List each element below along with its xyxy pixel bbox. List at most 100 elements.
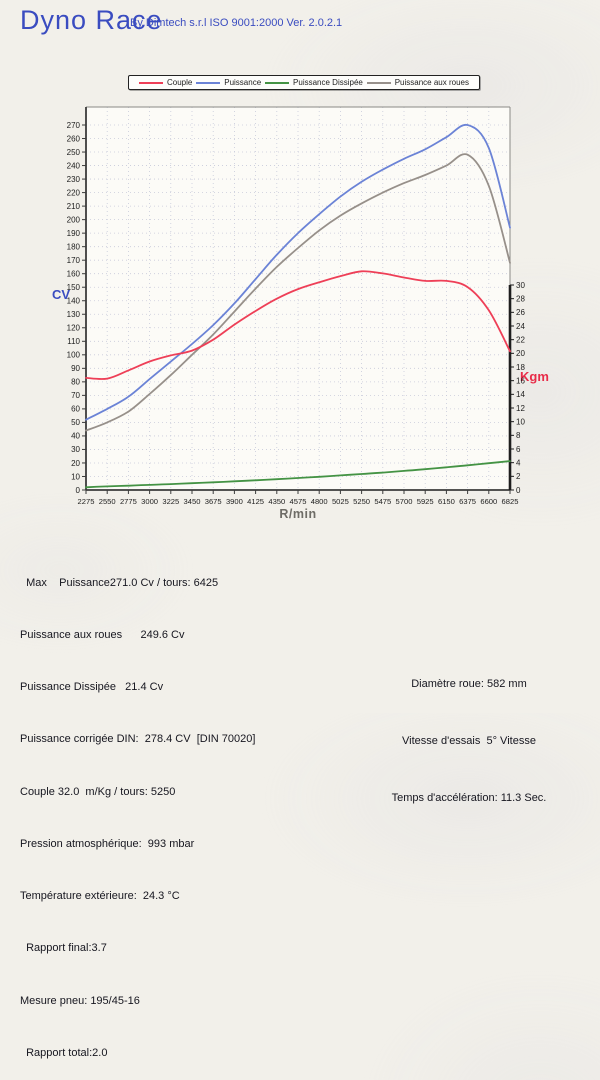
axis-tick-label: 3225 xyxy=(162,497,179,506)
axis-tick-label: 170 xyxy=(67,256,81,265)
axis-tick-label: 270 xyxy=(67,121,81,130)
legend-label: Puissance aux roues xyxy=(394,78,469,87)
axis-tick-label: 150 xyxy=(67,283,81,292)
puissance-aux-roues-curve xyxy=(85,153,511,432)
axis-tick-label: 220 xyxy=(67,188,81,197)
dyno-chart: 0102030405060708090100110120130140150160… xyxy=(67,106,525,506)
axis-tick-label: 140 xyxy=(67,297,81,306)
axis-tick-label: 260 xyxy=(67,134,81,143)
stat-mesure-pneu: Mesure pneu: 195/45-16 xyxy=(20,994,140,1007)
stat-pression: Pression atmosphérique: 993 mbar xyxy=(20,837,195,850)
axis-tick-label: 40 xyxy=(71,432,80,441)
axis-tick-label: 120 xyxy=(67,324,81,333)
stat-rapport-final: Rapport final:3.7 xyxy=(20,942,107,955)
app-title: Dyno Race xyxy=(20,5,163,35)
axis-tick-label: 14 xyxy=(516,390,525,399)
axis-tick-label: 0 xyxy=(516,486,521,495)
stat-max-puissance: Max Puissance271.0 Cv / tours: 6425 xyxy=(20,576,219,589)
puissance-dissipee-curve xyxy=(85,460,511,489)
axis-tick-label: 6150 xyxy=(438,497,455,506)
axis-tick-label: 190 xyxy=(67,229,81,238)
axis-tick-label: 100 xyxy=(67,351,81,360)
stat-temps-acceleration: Temps d'accélération: 11.3 Sec. xyxy=(391,792,547,804)
axis-tick-label: 2275 xyxy=(78,497,95,506)
axis-tick-label: 16 xyxy=(516,376,525,385)
axis-tick-label: 20 xyxy=(516,349,525,358)
stat-couple: Couple 32.0 m/Kg / tours: 5250 xyxy=(20,785,176,798)
axis-tick-label: 5700 xyxy=(396,497,413,506)
axis-tick-label: 5250 xyxy=(353,497,370,506)
axis-tick-label: 200 xyxy=(67,215,81,224)
puissance-curve xyxy=(85,123,511,421)
axis-tick-label: 60 xyxy=(71,405,80,414)
axis-tick-label: 26 xyxy=(516,308,525,317)
legend-item-puissance: Puissance xyxy=(196,78,261,87)
axis-tick-label: 210 xyxy=(67,202,81,211)
axis-tick-label: 2 xyxy=(516,472,521,481)
legend-label: Puissance Dissipée xyxy=(293,78,363,87)
axis-tick-label: 5475 xyxy=(374,497,391,506)
stat-diametre-roue: Diamètre roue: 582 mm xyxy=(411,678,527,690)
axis-tick-label: 4 xyxy=(516,458,521,467)
axis-tick-label: 3900 xyxy=(226,497,243,506)
axis-tick-label: 4350 xyxy=(268,497,285,506)
axis-tick-label: 12 xyxy=(516,404,525,413)
couple-curve xyxy=(85,270,511,380)
stat-puissance-dissipee: Puissance Dissipée 21.4 Cv xyxy=(20,681,164,694)
axis-tick-label: 3000 xyxy=(141,497,158,506)
axis-tick-label: 2550 xyxy=(99,497,116,506)
puissance-aux-roues-line-swatch xyxy=(366,81,391,84)
axis-tick-label: 4125 xyxy=(247,497,264,506)
legend-item-puissance-dissipee: Puissance Dissipée xyxy=(265,78,363,87)
axis-tick-label: 6825 xyxy=(502,497,519,506)
stat-puissance-aux-roues: Puissance aux roues 249.6 Cv xyxy=(20,629,185,642)
axis-tick-label: 30 xyxy=(71,445,80,454)
couple-line-swatch xyxy=(139,81,163,84)
axis-tick-label: 30 xyxy=(516,281,525,290)
axis-tick-label: 3675 xyxy=(205,497,222,506)
legend-label: Couple xyxy=(167,78,193,87)
axis-tick-label: 50 xyxy=(71,418,80,427)
axis-tick-label: 5925 xyxy=(417,497,434,506)
stats-left-column: Max Puissance271.0 Cv / tours: 6425 Puis… xyxy=(20,540,255,1080)
axis-tick-label: 80 xyxy=(71,378,80,387)
axis-tick-label: 6 xyxy=(516,445,521,454)
axis-tick-label: 18 xyxy=(516,363,525,372)
axis-tick-label: 8 xyxy=(516,431,521,440)
puissance-line-swatch xyxy=(196,81,221,84)
axis-tick-label: 160 xyxy=(67,270,81,279)
axis-tick-label: 6600 xyxy=(480,497,497,506)
plot-area xyxy=(86,107,510,490)
x-axis-title: R/min xyxy=(279,507,317,521)
axis-tick-label: 130 xyxy=(67,310,81,319)
stat-puissance-corrigee: Puissance corrigée DIN: 278.4 CV [DIN 70… xyxy=(20,733,256,746)
axis-tick-label: 90 xyxy=(71,364,80,373)
axis-tick-label: 5025 xyxy=(332,497,349,506)
puissance-dissipee-line-swatch xyxy=(265,81,290,84)
chart-legend: Couple Puissance Puissance Dissipée Puis… xyxy=(128,75,480,90)
right-axis-title: Kgm xyxy=(520,369,549,384)
axis-tick-label: 28 xyxy=(516,294,525,303)
axis-tick-label: 180 xyxy=(67,242,81,251)
axis-tick-label: 250 xyxy=(67,148,81,157)
app-subtitle: By Dimtech s.r.l ISO 9001:2000 Ver. 2.0.… xyxy=(130,17,343,29)
stat-rapport-total: Rapport total:2.0 xyxy=(20,1046,108,1059)
axis-tick-label: 20 xyxy=(71,459,80,468)
axis-tick-label: 22 xyxy=(516,335,525,344)
axis-tick-label: 110 xyxy=(67,337,80,346)
axis-tick-label: 6375 xyxy=(459,497,476,506)
legend-label: Puissance xyxy=(224,78,262,87)
stat-temperature: Température extérieure: 24.3 °C xyxy=(20,890,180,903)
legend-item-puissance-aux-roues: Puissance aux roues xyxy=(366,78,469,87)
left-axis-title: CV xyxy=(52,287,71,302)
axis-tick-label: 240 xyxy=(67,161,81,170)
axis-tick-label: 230 xyxy=(67,175,81,184)
axis-tick-label: 4575 xyxy=(290,497,307,506)
legend-item-couple: Couple xyxy=(139,78,192,87)
axis-tick-label: 10 xyxy=(516,417,525,426)
axis-tick-label: 24 xyxy=(516,322,525,331)
axis-tick-label: 4800 xyxy=(311,497,328,506)
axis-tick-label: 3450 xyxy=(184,497,201,506)
stat-vitesse-essais: Vitesse d'essais 5° Vitesse xyxy=(402,735,536,747)
axis-tick-label: 10 xyxy=(71,472,80,481)
